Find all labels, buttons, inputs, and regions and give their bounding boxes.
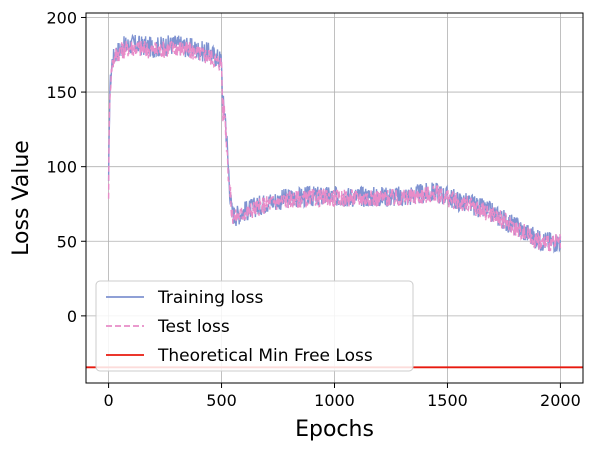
series-line-test-loss — [107, 40, 562, 252]
legend-label: Theoretical Min Free Loss — [157, 346, 373, 366]
y-tick-label: 50 — [57, 232, 77, 251]
x-tick-label: 0 — [103, 391, 113, 410]
legend-label: Test loss — [157, 317, 230, 337]
y-tick-label: 200 — [46, 8, 77, 27]
legend-box — [95, 280, 414, 372]
y-tick-label: 0 — [67, 307, 77, 326]
legend: Training loss Test loss Theoretical Min Fr… — [95, 280, 414, 372]
y-tick-label: 100 — [46, 158, 77, 177]
y-axis-title: Loss Value — [9, 140, 34, 256]
x-ticks: 0 500 1000 1500 2000 — [103, 383, 581, 410]
x-tick-label: 2000 — [540, 391, 581, 410]
x-axis-title: Epochs — [295, 417, 374, 442]
y-ticks: 0 50 100 150 200 — [46, 8, 86, 326]
x-tick-label: 1000 — [314, 391, 355, 410]
x-tick-label: 500 — [206, 391, 237, 410]
x-tick-label: 1500 — [427, 391, 468, 410]
y-tick-label: 150 — [46, 83, 77, 102]
legend-label: Training loss — [157, 288, 263, 308]
